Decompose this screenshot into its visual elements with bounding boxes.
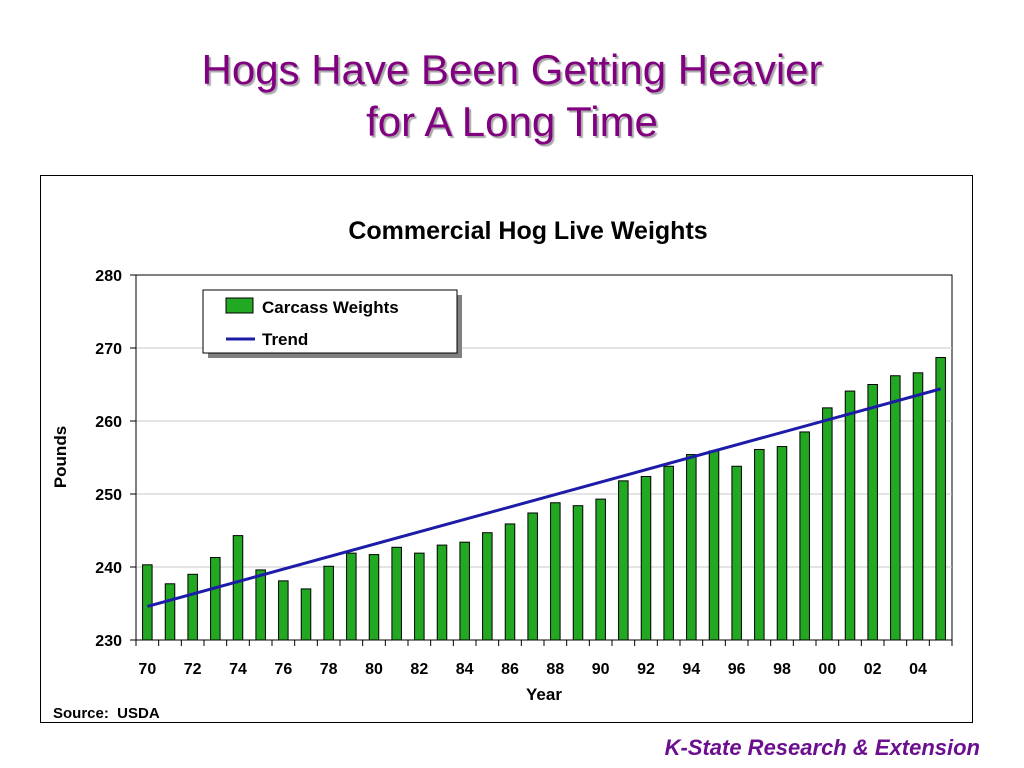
bar-73 (210, 557, 221, 641)
bar-82 (414, 552, 425, 641)
bar-95 (708, 450, 720, 641)
bars (142, 356, 946, 641)
bar-94 (686, 454, 697, 641)
legend-label-carcass: Carcass Weights (262, 298, 399, 317)
slide-title: Hogs Have Been Getting Heavier for A Lon… (0, 44, 1024, 148)
bar-01 (844, 390, 856, 641)
x-tick-label: 98 (773, 661, 791, 678)
slide-title-line-1: Hogs Have Been Getting Heavier (201, 46, 823, 93)
bar-04 (912, 372, 924, 641)
y-tick-label: 230 (95, 633, 122, 650)
chart-frame: Commercial Hog Live Weights 230 240 250 260… (40, 175, 973, 723)
x-tick-label: 76 (274, 661, 292, 678)
x-axis-ticks: 70 72 74 76 78 80 82 84 86 88 90 92 94 96 98 00 02 04 (135, 640, 953, 678)
bar-72 (187, 573, 198, 641)
bar-74 (232, 535, 244, 641)
bar-91 (618, 480, 629, 641)
legend-label-trend: Trend (262, 330, 308, 349)
x-tick-label: 72 (184, 661, 202, 678)
bar-02 (867, 384, 878, 641)
bar-86 (504, 523, 516, 641)
bar-89 (572, 505, 584, 641)
bar-98 (776, 446, 788, 641)
bar-92 (640, 475, 652, 641)
bar-05 (935, 356, 946, 641)
trend-layer (146, 387, 942, 608)
source-note: Source: USDA (53, 705, 160, 722)
bar-88 (550, 502, 561, 641)
x-tick-label: 96 (728, 661, 746, 678)
x-tick-label: 90 (592, 661, 610, 678)
x-tick-label: 94 (682, 661, 700, 678)
x-tick-label: 92 (637, 661, 655, 678)
bar-84 (459, 541, 470, 641)
legend-swatch-carcass (225, 297, 254, 314)
x-tick-label: 82 (410, 661, 428, 678)
bar-70 (142, 564, 153, 641)
x-tick-label: 70 (138, 661, 156, 678)
bar-93 (663, 465, 674, 641)
x-tick-label: 00 (818, 661, 836, 678)
gridlines (136, 347, 952, 568)
slide-title-line-2: for A Long Time (366, 98, 658, 145)
x-tick-label: 74 (229, 661, 247, 678)
x-tick-label: 84 (456, 661, 474, 678)
bar-87 (527, 512, 538, 641)
bar-90 (595, 498, 606, 641)
x-tick-label: 80 (365, 661, 383, 678)
bar-99 (799, 431, 810, 641)
trend-line (146, 387, 942, 608)
bar-75 (255, 569, 266, 641)
y-tick-label: 280 (95, 268, 122, 285)
bar-81 (391, 546, 402, 641)
bar-96 (731, 465, 742, 641)
x-axis-label: Year (526, 685, 562, 704)
bar-78 (323, 565, 334, 641)
x-tick-label: 02 (864, 661, 882, 678)
x-tick-label: 88 (546, 661, 564, 678)
bar-77 (300, 588, 312, 641)
footer-brand: K-State Research & Extension (664, 735, 980, 760)
bar-76 (278, 580, 289, 641)
bar-79 (346, 552, 357, 641)
hog-weights-chart: Commercial Hog Live Weights 230 240 250 260… (51, 217, 953, 722)
chart-title: Commercial Hog Live Weights (348, 217, 707, 245)
y-axis-label: Pounds (51, 426, 70, 488)
bar-85 (482, 532, 493, 641)
bar-71 (164, 583, 176, 641)
x-tick-label: 86 (501, 661, 519, 678)
bar-03 (890, 375, 901, 641)
y-tick-label: 250 (95, 487, 122, 504)
legend: Carcass Weights Trend (202, 289, 462, 358)
bar-80 (368, 554, 380, 641)
bar-00 (822, 407, 833, 641)
y-tick-label: 240 (95, 560, 122, 577)
y-tick-label: 270 (95, 341, 122, 358)
bar-83 (436, 544, 448, 641)
x-tick-label: 04 (909, 661, 927, 678)
y-axis-ticks: 230 240 250 260 270 280 (95, 268, 136, 650)
y-tick-label: 260 (95, 414, 122, 431)
bar-97 (754, 448, 765, 641)
x-tick-label: 78 (320, 661, 338, 678)
